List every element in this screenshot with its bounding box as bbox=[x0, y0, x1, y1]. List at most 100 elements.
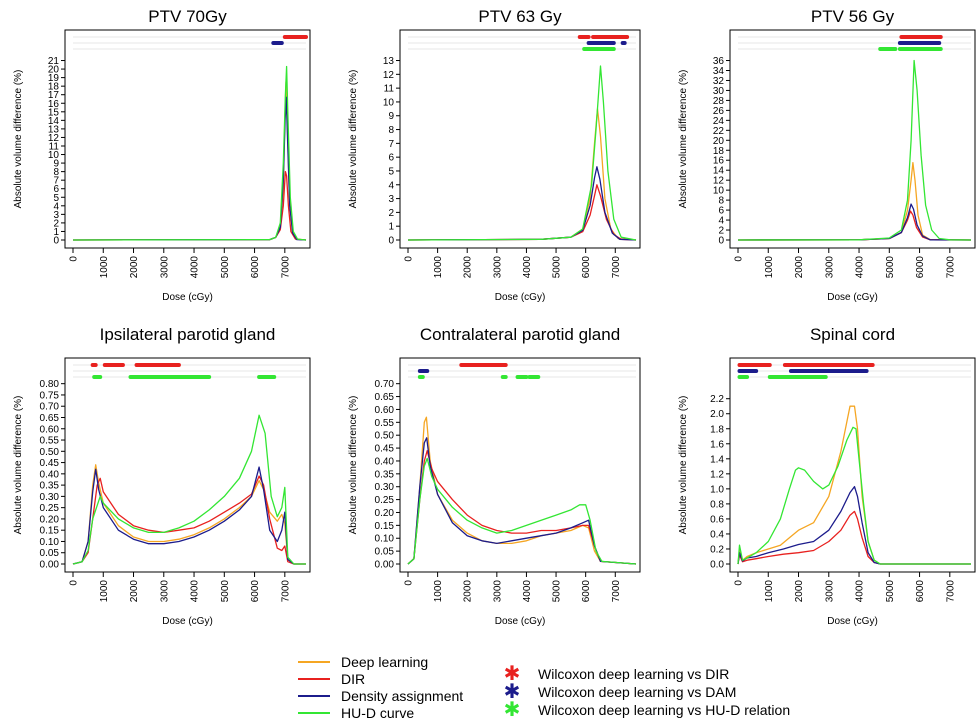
series-line bbox=[738, 163, 971, 240]
y-tick-label: 0.55 bbox=[40, 436, 60, 447]
y-tick-label: 0.0 bbox=[710, 560, 724, 571]
y-tick-label: 0.35 bbox=[375, 469, 395, 480]
x-axis-label: Dose (cGy) bbox=[827, 616, 878, 627]
y-tick-label: 6 bbox=[388, 153, 394, 164]
y-tick-label: 0.05 bbox=[40, 548, 60, 559]
y-tick-label: 4 bbox=[718, 216, 724, 227]
chart-panel: Contralateral parotid gland0.000.050.100… bbox=[348, 325, 640, 627]
y-tick-label: 0.20 bbox=[40, 514, 60, 525]
y-tick-label: 28 bbox=[713, 96, 725, 107]
x-tick-label: 3000 bbox=[824, 256, 835, 279]
x-tick-label: 5000 bbox=[552, 580, 563, 603]
legend-marker-label: Wilcoxon deep learning vs DIR bbox=[538, 666, 729, 682]
y-tick-label: 0.00 bbox=[375, 560, 395, 571]
x-tick-label: 5000 bbox=[220, 580, 231, 603]
x-tick-label: 2000 bbox=[129, 256, 140, 279]
series-line bbox=[408, 417, 636, 564]
y-tick-label: 10 bbox=[713, 186, 725, 197]
x-tick-label: 3000 bbox=[159, 580, 170, 603]
y-tick-label: 0.30 bbox=[40, 492, 60, 503]
x-tick-label: 2000 bbox=[463, 580, 474, 603]
x-tick-label: 0 bbox=[69, 580, 80, 586]
y-tick-label: 18 bbox=[713, 146, 725, 157]
x-tick-label: 5000 bbox=[885, 256, 896, 279]
x-tick-label: 0 bbox=[734, 580, 745, 586]
legend-marker-label: Wilcoxon deep learning vs HU-D relation bbox=[538, 702, 790, 718]
y-tick-label: 34 bbox=[713, 66, 725, 77]
legend-line-label: Deep learning bbox=[341, 654, 428, 670]
y-tick-label: 8 bbox=[718, 196, 724, 207]
chart-panel: Ipsilateral parotid gland0.000.050.100.1… bbox=[13, 325, 310, 627]
y-tick-label: 0.6 bbox=[710, 514, 724, 525]
x-tick-label: 3000 bbox=[492, 256, 503, 279]
x-tick-label: 1000 bbox=[764, 256, 775, 279]
chart-panel: PTV 70Gy01234567891011121314151617181920… bbox=[13, 7, 310, 303]
series-line bbox=[408, 438, 636, 564]
chart-title: Spinal cord bbox=[810, 325, 895, 344]
y-tick-label: 16 bbox=[713, 156, 725, 167]
y-axis-label: Absolute volume difference (%) bbox=[348, 396, 359, 535]
y-tick-label: 0.2 bbox=[710, 544, 724, 555]
y-tick-label: 0.75 bbox=[40, 390, 60, 401]
y-tick-label: 1.8 bbox=[710, 424, 724, 435]
x-tick-label: 4000 bbox=[522, 256, 533, 279]
y-tick-label: 0.15 bbox=[40, 526, 60, 537]
series-line bbox=[738, 61, 971, 241]
x-tick-label: 1000 bbox=[764, 580, 775, 603]
y-tick-label: 24 bbox=[713, 116, 725, 127]
x-tick-label: 4000 bbox=[855, 580, 866, 603]
y-axis-label: Absolute volume difference (%) bbox=[678, 396, 689, 535]
x-tick-label: 1000 bbox=[99, 256, 110, 279]
y-tick-label: 0.65 bbox=[375, 392, 395, 403]
y-tick-label: 14 bbox=[713, 166, 725, 177]
x-axis-label: Dose (cGy) bbox=[162, 616, 213, 627]
y-tick-label: 11 bbox=[384, 84, 395, 95]
series-line bbox=[738, 406, 971, 564]
y-tick-label: 30 bbox=[713, 86, 725, 97]
plot-frame bbox=[65, 30, 310, 248]
x-tick-label: 1000 bbox=[433, 580, 444, 603]
y-tick-label: 22 bbox=[713, 126, 725, 137]
y-tick-label: 1.2 bbox=[710, 469, 724, 480]
x-tick-label: 6000 bbox=[915, 580, 926, 603]
y-tick-label: 0.55 bbox=[375, 418, 395, 429]
legend-asterisk-icon: ✱ bbox=[504, 699, 521, 721]
y-axis-label: Absolute volume difference (%) bbox=[13, 396, 24, 535]
plot-frame bbox=[730, 30, 975, 248]
x-axis-label: Dose (cGy) bbox=[495, 292, 546, 303]
series-line bbox=[73, 97, 306, 240]
chart-title: PTV 70Gy bbox=[148, 7, 227, 26]
chart-title: Ipsilateral parotid gland bbox=[100, 325, 276, 344]
x-tick-label: 7000 bbox=[611, 256, 622, 279]
y-tick-label: 0.10 bbox=[375, 534, 395, 545]
chart-title: Contralateral parotid gland bbox=[420, 325, 620, 344]
y-tick-label: 0.45 bbox=[40, 458, 60, 469]
series-line bbox=[738, 511, 971, 564]
x-tick-label: 3000 bbox=[492, 580, 503, 603]
y-tick-label: 0.15 bbox=[375, 521, 395, 532]
y-tick-label: 0.00 bbox=[40, 560, 60, 571]
x-tick-label: 0 bbox=[69, 256, 80, 262]
x-tick-label: 3000 bbox=[159, 256, 170, 279]
y-tick-label: 10 bbox=[383, 97, 395, 108]
y-tick-label: 0.20 bbox=[375, 508, 395, 519]
y-tick-label: 7 bbox=[388, 139, 394, 150]
series-line bbox=[408, 458, 636, 564]
x-tick-label: 0 bbox=[734, 256, 745, 262]
x-tick-label: 4000 bbox=[522, 580, 533, 603]
x-tick-label: 4000 bbox=[190, 580, 201, 603]
y-tick-label: 0.50 bbox=[375, 431, 395, 442]
y-tick-label: 1.0 bbox=[710, 484, 724, 495]
plot-frame bbox=[730, 358, 975, 572]
y-tick-label: 0.60 bbox=[375, 405, 395, 416]
y-tick-label: 0 bbox=[388, 236, 394, 247]
y-tick-label: 1 bbox=[388, 222, 394, 233]
y-axis-label: Absolute volume difference (%) bbox=[678, 70, 689, 209]
y-tick-label: 21 bbox=[48, 56, 60, 67]
x-tick-label: 7000 bbox=[280, 256, 291, 279]
series-line bbox=[73, 172, 306, 240]
x-tick-label: 5000 bbox=[552, 256, 563, 279]
